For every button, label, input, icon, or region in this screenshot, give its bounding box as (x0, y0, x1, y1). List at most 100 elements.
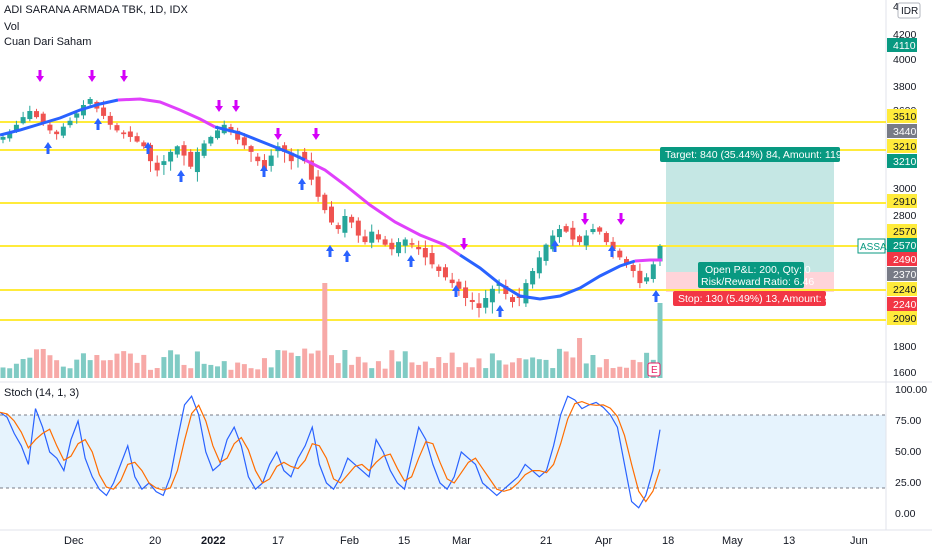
sell-arrow (312, 128, 320, 140)
volume-bar (476, 358, 482, 378)
candle-body (563, 226, 569, 232)
stoch-axis[interactable]: 100.00 75.00 50.00 25.00 0.00 (895, 384, 927, 520)
volume-bar (523, 359, 529, 378)
volume-bar (181, 364, 187, 378)
volume-bar (235, 362, 241, 378)
price-tag (887, 267, 917, 281)
candle-body (27, 111, 33, 120)
volume-bar (375, 361, 381, 378)
volume-bar (496, 360, 502, 378)
stoch-tick: 0.00 (895, 508, 916, 520)
candle-body (241, 137, 247, 146)
candle-body (503, 285, 509, 294)
buy-arrow (177, 170, 185, 182)
candle-body (570, 227, 576, 240)
candle-body (268, 155, 274, 166)
candle-body (637, 270, 643, 284)
price-tick: 1600 (893, 367, 917, 379)
volume-bar (94, 355, 100, 378)
candle-body (603, 233, 609, 243)
earnings-marker[interactable] (647, 362, 661, 377)
candle-body (7, 132, 13, 139)
sell-arrow (617, 213, 625, 225)
volume-bar (617, 366, 623, 378)
volume-bar (215, 366, 221, 378)
volume-bar (469, 367, 475, 378)
volume-bar (315, 350, 321, 378)
candle-body (442, 267, 448, 278)
volume-bar (610, 368, 616, 378)
sell-arrow (581, 213, 589, 225)
sell-arrow (274, 128, 282, 140)
candle-body (255, 156, 261, 162)
volume-bar (27, 357, 33, 378)
volume-bar (389, 350, 395, 378)
stop-label-bg (673, 291, 826, 306)
stoch-legend[interactable]: Stoch (14, 1, 3) (4, 387, 80, 399)
volume-bar (20, 359, 26, 378)
price-tag-label: 2240 (893, 284, 917, 296)
volume-bar (577, 338, 583, 378)
candle-body (322, 194, 328, 211)
volume-bar (409, 362, 415, 378)
volume-bar (429, 368, 435, 378)
price-tag-label: 3440 (893, 126, 917, 138)
candle-body (610, 241, 616, 250)
candle-body (556, 229, 562, 238)
candle-body (168, 151, 174, 162)
volume-bar (40, 348, 46, 378)
candle-body (248, 146, 254, 152)
candle-body (617, 250, 623, 258)
candle-body (590, 229, 596, 233)
candle-body (597, 227, 603, 232)
time-axis[interactable]: Dec 20 2022 17 Feb 15 Mar 21 Apr 18 May … (64, 535, 868, 547)
time-tick: May (722, 535, 743, 547)
candle-body (194, 151, 200, 173)
candle-body (315, 176, 321, 197)
volume-bar (543, 359, 549, 378)
volume-bar (422, 361, 428, 378)
price-tag-label: 2570 (893, 240, 917, 252)
volume-bar (510, 362, 516, 378)
volume-bar (141, 354, 147, 378)
indicator-legend[interactable]: Cuan Dari Saham (4, 36, 92, 48)
volume-legend[interactable]: Vol (4, 21, 20, 33)
volume-bar (275, 350, 281, 378)
candle-body (74, 113, 80, 118)
buy-arrow (652, 290, 660, 302)
candle-body (335, 225, 341, 230)
volume-bar (221, 361, 227, 378)
volume-bar (335, 363, 341, 378)
candle-body (349, 216, 355, 223)
volume-bar (288, 352, 294, 378)
price-tag (887, 109, 917, 123)
volume-bar (570, 357, 576, 378)
time-tick: 13 (783, 535, 795, 547)
currency-button[interactable] (897, 2, 921, 19)
chart-title[interactable]: ADI SARANA ARMADA TBK, 1D, IDX (4, 4, 188, 16)
price-tag-label: 3510 (893, 111, 917, 123)
buy-arrow (44, 142, 52, 154)
volume-bar (362, 362, 368, 378)
volume-bar (308, 353, 314, 378)
currency-label: IDR (901, 6, 918, 17)
price-tag (887, 154, 917, 168)
volume-bar (416, 364, 422, 378)
candle-body (650, 264, 656, 280)
buy-arrow (407, 255, 415, 267)
volume-bar (556, 348, 562, 378)
sell-arrow (36, 70, 44, 82)
candle-body (101, 107, 107, 116)
candle-body (416, 246, 422, 250)
volume-bar (154, 368, 160, 378)
buy-arrow (144, 142, 152, 154)
candle-body (362, 236, 368, 243)
price-tag-label: 2910 (893, 196, 917, 208)
candle-body (114, 125, 120, 131)
target-zone[interactable] (666, 161, 834, 272)
volume-bar (563, 351, 569, 378)
volume-bar (0, 367, 6, 378)
volume-bar (208, 364, 214, 378)
candle-body (261, 160, 267, 171)
